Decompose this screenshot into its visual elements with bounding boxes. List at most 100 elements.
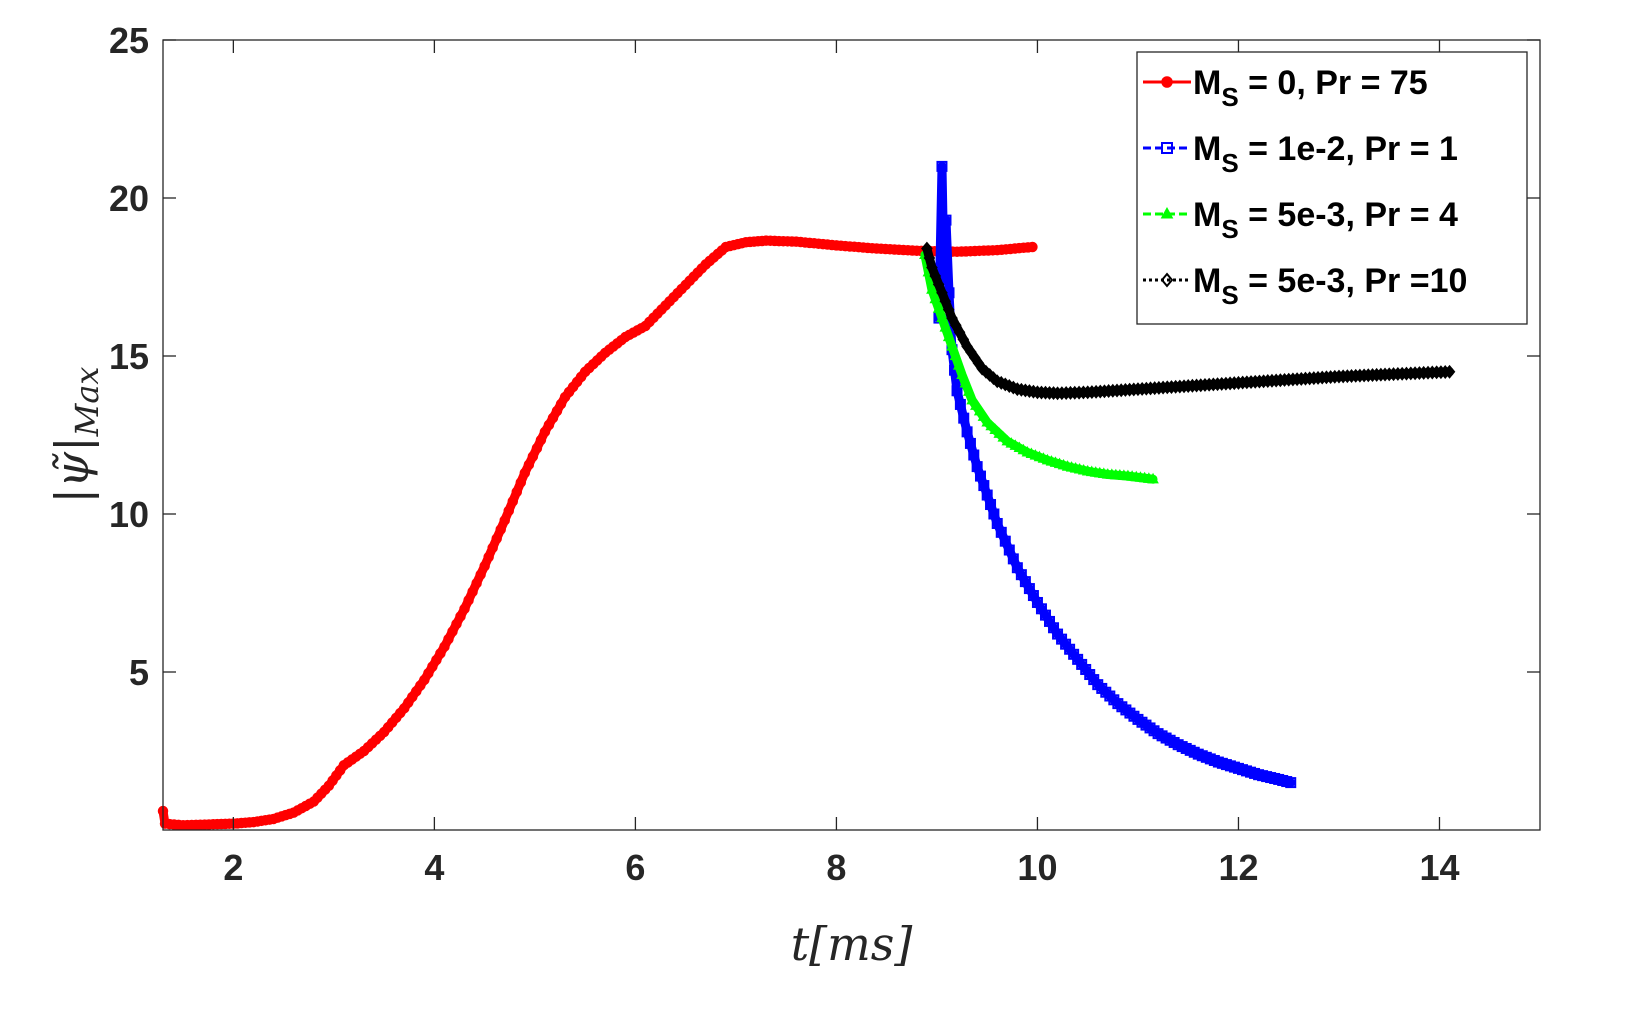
data-point [1147, 472, 1159, 484]
data-point [1186, 378, 1199, 393]
data-point [1312, 370, 1324, 385]
x-tick-label: 2 [223, 847, 243, 888]
data-point [1358, 368, 1370, 383]
data-point [523, 459, 535, 470]
data-point [946, 340, 958, 351]
data-point [1333, 369, 1345, 384]
data-point [1396, 366, 1408, 381]
data-point [936, 311, 948, 323]
data-point [1245, 375, 1257, 390]
data-point [1027, 241, 1038, 253]
legend-label-rest: = 5e-3, Pr =10 [1239, 262, 1468, 300]
data-point [1056, 386, 1068, 401]
x-tick-label: 10 [1017, 847, 1057, 888]
data-point [1086, 385, 1098, 400]
data-point [1375, 367, 1387, 382]
data-point [483, 551, 494, 563]
data-point [1178, 379, 1190, 394]
data-point [1282, 372, 1295, 387]
data-point [1299, 371, 1312, 386]
data-point [951, 385, 963, 397]
data-point [1039, 385, 1052, 400]
data-point [1287, 372, 1299, 387]
legend-label-rest: = 1e-2, Pr = 1 [1239, 130, 1458, 168]
data-point [1308, 371, 1320, 386]
data-point [1257, 374, 1270, 389]
legend-label-main: M [1193, 130, 1221, 168]
data-point [463, 595, 474, 606]
y-axis-label: |ψ̃|Max [45, 367, 106, 504]
data-point [1144, 381, 1157, 396]
data-point [1165, 380, 1178, 395]
data-point [929, 268, 942, 283]
legend-marker [1160, 206, 1174, 219]
data-point [1370, 367, 1383, 382]
data-point [1203, 377, 1215, 392]
data-point [949, 349, 962, 361]
data-point [1328, 369, 1341, 384]
y-axis-label-main: |ψ̃| [45, 436, 99, 503]
data-point [1261, 374, 1274, 388]
legend-label: MS = 5e-3, Pr = 4 [1193, 196, 1458, 244]
data-point [1266, 373, 1278, 388]
data-point [1443, 364, 1456, 379]
legend-entry: MS = 5e-3, Pr =10 [1143, 262, 1467, 310]
data-point [932, 277, 945, 292]
data-point [1199, 378, 1211, 392]
data-point [1417, 365, 1430, 380]
data-point [1220, 376, 1232, 391]
data-point [1119, 383, 1132, 397]
data-point [1207, 377, 1220, 392]
data-point [932, 302, 945, 313]
data-point [1073, 385, 1085, 400]
data-point [1127, 382, 1140, 397]
data-point [467, 586, 478, 597]
data-point [1320, 370, 1333, 385]
data-point [1249, 374, 1262, 389]
data-point [1400, 366, 1413, 381]
data-point [1115, 383, 1128, 398]
data-point [977, 410, 990, 421]
data-point [1011, 382, 1024, 397]
legend-label-subscript: S [1221, 280, 1238, 310]
data-point [1354, 368, 1366, 383]
data-point [964, 437, 976, 449]
data-point [942, 302, 955, 317]
y-tick-label: 5 [129, 652, 149, 693]
data-point [1253, 374, 1266, 389]
data-point [1169, 379, 1182, 394]
x-tick-label: 8 [826, 847, 846, 888]
data-point [1241, 375, 1253, 390]
data-point [970, 399, 982, 410]
data-point [1211, 377, 1224, 392]
data-point [1153, 380, 1165, 395]
data-point [1422, 365, 1434, 380]
legend-marker [1161, 142, 1173, 154]
ticks-layer: 2 4 6 8 10 12 14 5 10 15 20 25 [109, 20, 1540, 888]
data-point [1182, 379, 1195, 393]
data-point [1136, 381, 1148, 396]
y-tick-label: 20 [109, 178, 149, 219]
data-point [1341, 369, 1354, 384]
data-point [926, 283, 938, 294]
legend-label-rest: = 0, Pr = 75 [1239, 64, 1428, 102]
data-point [921, 241, 933, 256]
data-point [929, 292, 942, 304]
data-point [962, 385, 975, 396]
data-point [959, 376, 972, 388]
data-point [956, 368, 968, 380]
data-point [1107, 383, 1119, 398]
data-point [1379, 367, 1391, 382]
data-point [1132, 382, 1144, 397]
data-point [1031, 385, 1044, 400]
data-point [966, 393, 978, 405]
legend-label-subscript: S [1221, 214, 1238, 244]
data-point [1430, 365, 1443, 380]
data-point [1194, 378, 1207, 393]
data-point [1303, 371, 1316, 386]
data-point [1366, 368, 1379, 383]
data-point [1387, 367, 1400, 382]
data-point [1383, 367, 1396, 382]
data-point [1274, 373, 1287, 388]
